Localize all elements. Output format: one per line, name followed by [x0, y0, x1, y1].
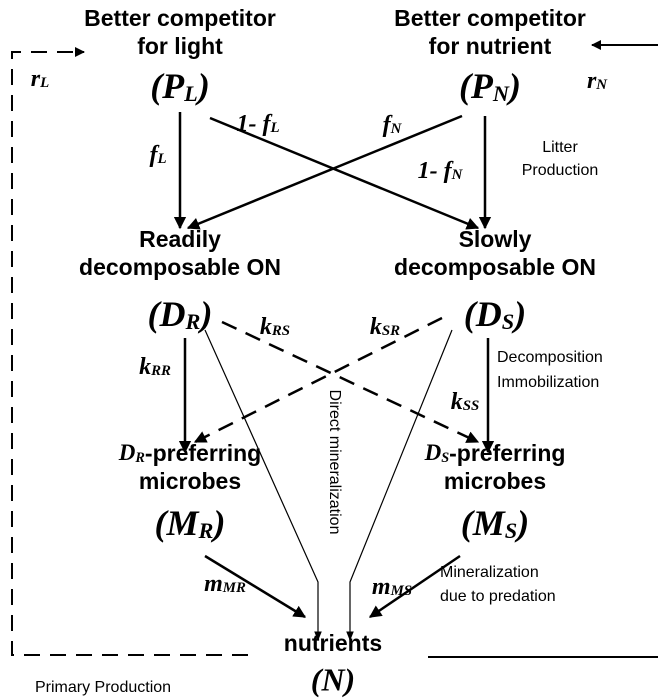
subscript: N	[390, 121, 403, 137]
subscript: L	[183, 81, 198, 106]
annotation: due to predation	[440, 588, 556, 605]
text-part: 1- f	[236, 111, 272, 137]
node-title: nutrients	[284, 630, 382, 656]
arrow	[368, 554, 461, 619]
text-part: k	[370, 314, 382, 340]
subscript: RR	[150, 363, 171, 379]
node-title: for light	[137, 33, 223, 59]
subscript: MS	[390, 583, 413, 599]
node-symbol: (MS)	[461, 503, 529, 543]
text-part: )	[197, 294, 212, 334]
edge-label: mMS	[372, 574, 412, 600]
edge-label: rN	[587, 68, 608, 94]
annotation: Direct mineralization	[326, 390, 343, 535]
text-part: (D	[464, 294, 502, 334]
node-title: Better competitor	[394, 5, 586, 31]
text-part: f	[383, 112, 393, 138]
subscript: L	[269, 120, 279, 136]
subscript: R	[134, 450, 145, 466]
node-title: Better competitor	[84, 5, 276, 31]
node-symbol: (MR)	[155, 503, 226, 543]
subscript: R	[198, 518, 214, 543]
subscript: N	[451, 167, 464, 183]
subscript: R	[185, 309, 201, 334]
text-part: D	[424, 440, 442, 465]
text-part: (P	[459, 66, 494, 106]
edge-label: rL	[31, 66, 49, 92]
edge-label: 1- fN	[418, 158, 464, 184]
node-title: Slowly	[459, 226, 532, 252]
text-part: r	[587, 68, 597, 94]
arrow	[209, 116, 480, 230]
text-part: )	[511, 294, 526, 334]
text-part: -preferring	[449, 440, 565, 466]
text-part: k	[139, 354, 151, 380]
annotation: Decomposition	[497, 349, 603, 366]
node-symbol: (DR)	[148, 294, 213, 334]
edge-label: kRR	[139, 354, 171, 380]
text-part: 1- f	[418, 158, 454, 184]
subscript: MR	[222, 580, 246, 596]
edge-label: 1- fL	[236, 111, 279, 137]
edge-label: kSR	[370, 314, 400, 340]
text-part: f	[149, 142, 159, 168]
node-title: for nutrient	[429, 33, 552, 59]
dashed-loop	[11, 47, 248, 656]
annotation: Litter	[542, 139, 578, 156]
subscript: S	[502, 309, 514, 334]
annotation: Primary Production	[35, 679, 171, 696]
text-part: m	[372, 574, 391, 600]
text-part: m	[204, 571, 223, 597]
node-title: decomposable ON	[394, 254, 596, 280]
node-title: microbes	[139, 468, 241, 494]
annotation: Immobilization	[497, 374, 599, 391]
subscript: S	[441, 450, 449, 466]
subscript: S	[505, 518, 517, 543]
node-symbol: (DS)	[464, 294, 526, 334]
text-part: (P	[150, 66, 185, 106]
node-title: microbes	[444, 468, 546, 494]
subscript: N	[595, 77, 608, 93]
arrow	[204, 554, 307, 619]
edge-label: mMR	[204, 571, 246, 597]
subscript: L	[156, 151, 166, 167]
node-title: DR-preferring	[118, 440, 261, 466]
node-symbol: (PN)	[459, 66, 521, 106]
text-part: k	[260, 314, 272, 340]
text-part: )	[514, 503, 529, 543]
text-part: )	[195, 66, 210, 106]
node-title: decomposable ON	[79, 254, 281, 280]
edge-label: kSS	[451, 389, 480, 415]
text-part: (D	[148, 294, 186, 334]
text-part: )	[210, 503, 225, 543]
edge-label: fL	[149, 142, 166, 168]
annotation: Production	[522, 162, 599, 179]
annotation: Mineralization	[440, 564, 539, 581]
text-part: k	[451, 389, 463, 415]
text-part: (M	[155, 503, 201, 543]
subscript: SR	[382, 323, 400, 339]
subscript: SS	[463, 398, 480, 414]
arrow	[186, 114, 463, 230]
text-part: r	[31, 66, 41, 92]
thin-arrow	[204, 329, 322, 641]
dashed-arrow	[221, 320, 480, 444]
text-part: )	[506, 66, 521, 106]
node-title: Readily	[139, 226, 221, 252]
subscript: N	[492, 81, 510, 106]
text-part: (M	[461, 503, 507, 543]
thin-arrow	[346, 329, 453, 641]
dashed-arrow	[193, 316, 443, 444]
node-title: DS-preferring	[424, 440, 566, 466]
subscript: RS	[271, 323, 290, 339]
subscript: L	[39, 75, 49, 91]
arrows	[11, 40, 658, 658]
node-symbol: (PL)	[150, 66, 210, 106]
text-part: -preferring	[145, 440, 261, 466]
edge-label: kRS	[260, 314, 290, 340]
node-symbol: (N)	[311, 661, 355, 697]
edge-label: fN	[383, 112, 403, 138]
text-part: D	[118, 440, 136, 465]
